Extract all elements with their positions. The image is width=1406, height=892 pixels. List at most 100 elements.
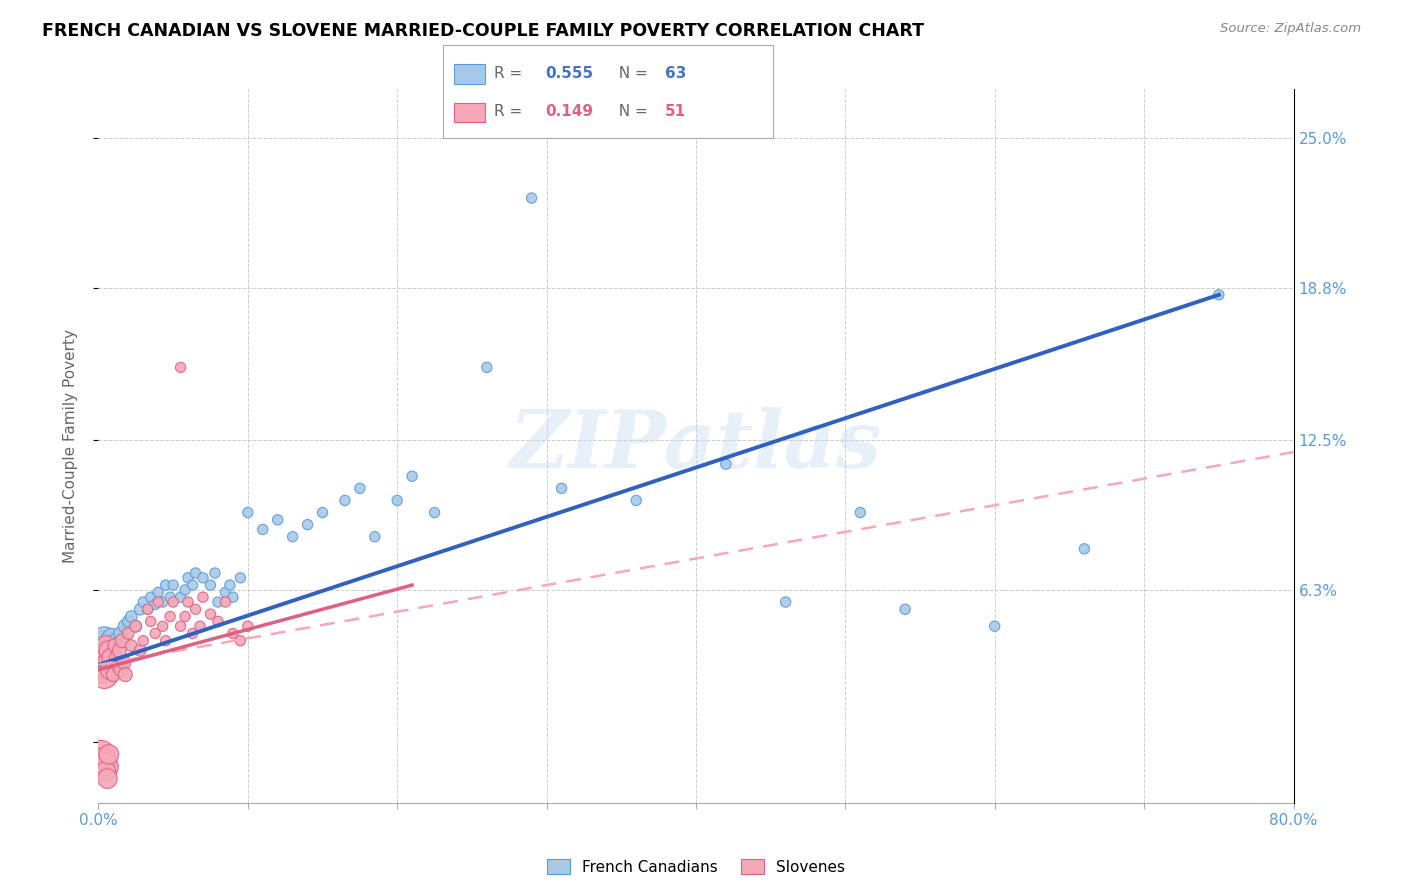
Point bbox=[96, 656, 118, 670]
Point bbox=[169, 590, 191, 604]
Point bbox=[222, 626, 245, 640]
Point bbox=[169, 619, 191, 633]
Point bbox=[207, 595, 229, 609]
Point bbox=[214, 585, 236, 599]
Point bbox=[107, 657, 129, 672]
Point bbox=[108, 643, 131, 657]
Point bbox=[364, 530, 387, 544]
Text: FRENCH CANADIAN VS SLOVENE MARRIED-COUPLE FAMILY POVERTY CORRELATION CHART: FRENCH CANADIAN VS SLOVENE MARRIED-COUPL… bbox=[42, 22, 924, 40]
Text: 51: 51 bbox=[665, 104, 686, 119]
Point bbox=[207, 615, 229, 629]
Point bbox=[169, 360, 191, 375]
Point bbox=[423, 506, 446, 520]
Point bbox=[200, 607, 222, 621]
Point bbox=[894, 602, 917, 616]
Point bbox=[297, 517, 319, 532]
Point bbox=[90, 643, 112, 657]
Point bbox=[104, 633, 127, 648]
Point bbox=[112, 656, 135, 670]
Point bbox=[89, 650, 111, 665]
Point bbox=[105, 639, 128, 653]
Point bbox=[143, 598, 166, 612]
Text: Source: ZipAtlas.com: Source: ZipAtlas.com bbox=[1220, 22, 1361, 36]
Text: 0.555: 0.555 bbox=[546, 66, 593, 80]
Point bbox=[333, 493, 356, 508]
Point bbox=[120, 639, 142, 653]
Point bbox=[281, 530, 304, 544]
Text: ZIPatlas: ZIPatlas bbox=[510, 408, 882, 484]
Point bbox=[136, 602, 159, 616]
Point bbox=[114, 619, 136, 633]
Point bbox=[520, 191, 543, 205]
Point bbox=[125, 619, 148, 633]
Point bbox=[93, 667, 115, 681]
Point bbox=[236, 619, 259, 633]
Point bbox=[105, 650, 128, 665]
Point bbox=[129, 643, 152, 657]
Point bbox=[181, 578, 204, 592]
Point bbox=[159, 590, 181, 604]
Point bbox=[191, 590, 214, 604]
Point bbox=[229, 633, 252, 648]
Point bbox=[475, 360, 498, 375]
Point bbox=[174, 609, 197, 624]
Point bbox=[191, 571, 214, 585]
Point bbox=[143, 626, 166, 640]
Point bbox=[91, 755, 114, 769]
Point bbox=[117, 615, 139, 629]
Point bbox=[111, 633, 134, 648]
Point bbox=[714, 457, 737, 471]
Point bbox=[1073, 541, 1095, 556]
Point bbox=[117, 626, 139, 640]
Point bbox=[103, 667, 125, 681]
Text: R =: R = bbox=[494, 104, 527, 119]
Point bbox=[152, 595, 174, 609]
Point bbox=[91, 657, 114, 672]
Point bbox=[96, 772, 118, 786]
Point bbox=[93, 759, 115, 773]
Point bbox=[104, 639, 127, 653]
Point bbox=[349, 481, 371, 495]
Point bbox=[120, 609, 142, 624]
Point bbox=[97, 636, 120, 650]
Point bbox=[219, 578, 242, 592]
Point bbox=[93, 633, 115, 648]
Point bbox=[125, 619, 148, 633]
Point bbox=[155, 578, 177, 592]
Point bbox=[96, 640, 118, 655]
Point bbox=[90, 747, 112, 762]
Point bbox=[188, 619, 211, 633]
Legend: French Canadians, Slovenes: French Canadians, Slovenes bbox=[541, 853, 851, 880]
Point bbox=[90, 650, 112, 665]
Point bbox=[98, 663, 122, 677]
Point bbox=[222, 590, 245, 604]
Point bbox=[177, 595, 200, 609]
Point bbox=[401, 469, 423, 483]
Point bbox=[229, 571, 252, 585]
Point bbox=[94, 639, 117, 653]
Point bbox=[101, 650, 124, 665]
Point bbox=[98, 646, 122, 660]
Point bbox=[849, 506, 872, 520]
Point bbox=[110, 663, 132, 677]
Point bbox=[1208, 288, 1230, 302]
Point bbox=[174, 582, 197, 597]
Point bbox=[626, 493, 648, 508]
Point bbox=[152, 619, 174, 633]
Text: R =: R = bbox=[494, 66, 527, 80]
Point bbox=[252, 523, 274, 537]
Point bbox=[94, 764, 117, 779]
Point bbox=[91, 639, 114, 653]
Point bbox=[114, 667, 136, 681]
Point bbox=[181, 626, 204, 640]
Point bbox=[184, 602, 207, 616]
Point bbox=[132, 633, 155, 648]
Point bbox=[385, 493, 409, 508]
Point bbox=[97, 747, 120, 762]
Point bbox=[97, 643, 120, 657]
Point bbox=[162, 595, 184, 609]
Point bbox=[132, 595, 155, 609]
Point bbox=[177, 571, 200, 585]
Point bbox=[159, 609, 181, 624]
Point bbox=[267, 513, 290, 527]
